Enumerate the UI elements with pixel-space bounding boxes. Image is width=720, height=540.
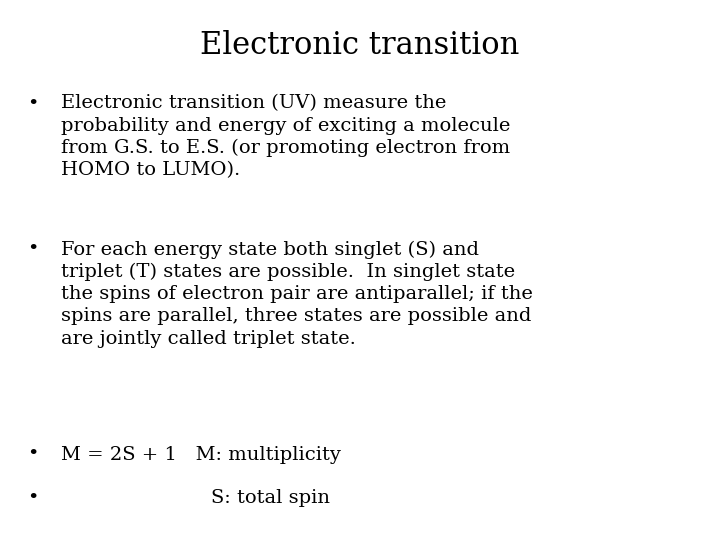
Text: Electronic transition: Electronic transition — [200, 30, 520, 60]
Text: •: • — [27, 489, 39, 507]
Text: S: total spin: S: total spin — [61, 489, 330, 507]
Text: •: • — [27, 94, 39, 112]
Text: •: • — [27, 240, 39, 258]
Text: •: • — [27, 446, 39, 463]
Text: M = 2S + 1   M: multiplicity: M = 2S + 1 M: multiplicity — [61, 446, 341, 463]
Text: For each energy state both singlet (S) and
triplet (T) states are possible.  In : For each energy state both singlet (S) a… — [61, 240, 533, 348]
Text: Electronic transition (UV) measure the
probability and energy of exciting a mole: Electronic transition (UV) measure the p… — [61, 94, 510, 179]
